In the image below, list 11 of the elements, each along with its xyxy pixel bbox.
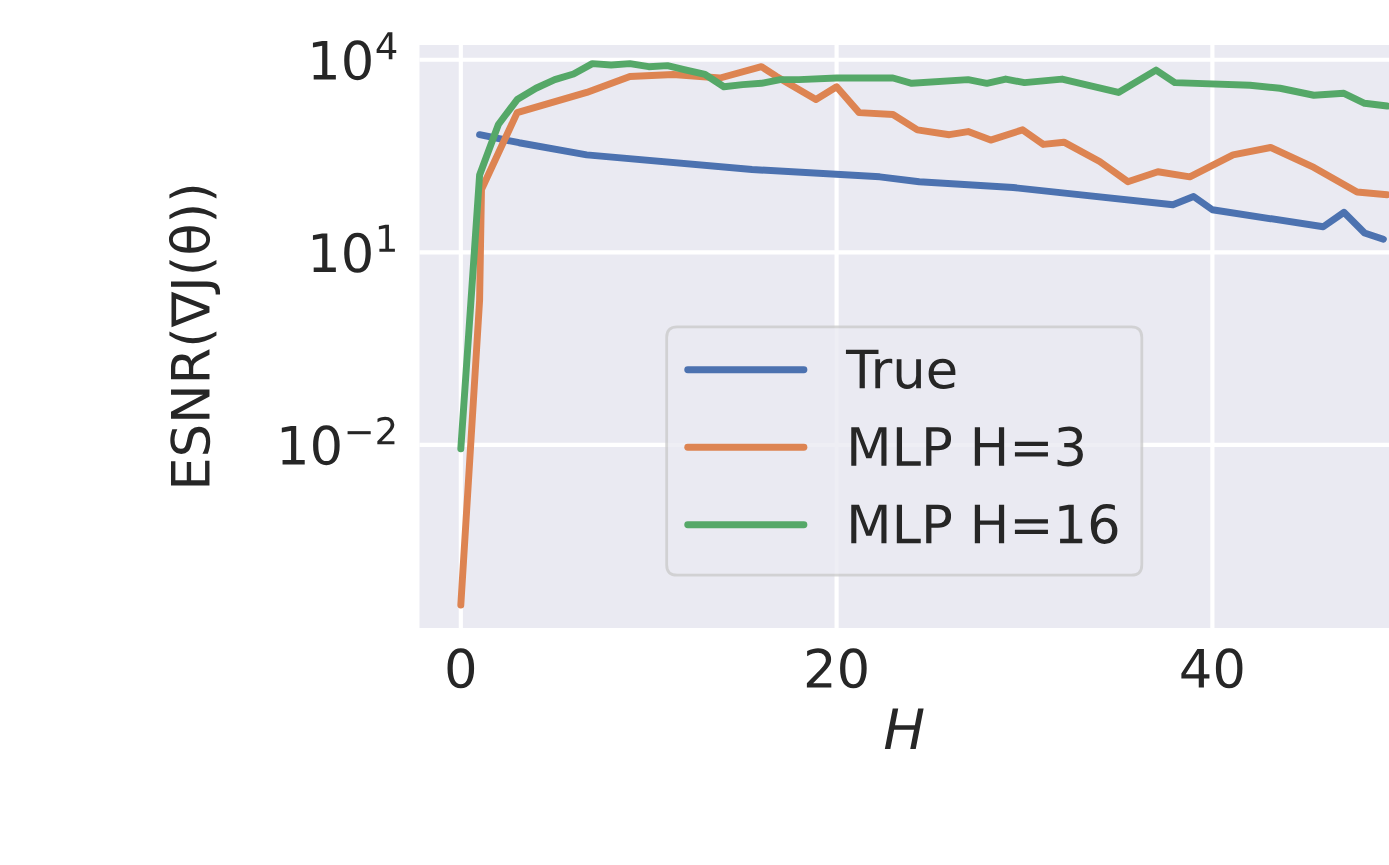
x-tick-label: 0 [447,648,475,689]
y-tick-label: 10$^{−2}$ [281,416,395,466]
x-tick-label: 40 [1181,648,1243,689]
y-tick-label: 10$^{1}$ [312,224,395,273]
legend-label: MLP H=16 [851,503,1118,544]
legend-label: True [845,349,956,389]
legend-label: MLP H=3 [851,426,1083,467]
x-tick-label: 20 [806,648,867,689]
y-axis-title: ESNR(∇J(θ)) [168,186,221,486]
x-axis-title: H [884,708,924,750]
y-tick-label: 10$^{4}$ [312,32,397,81]
